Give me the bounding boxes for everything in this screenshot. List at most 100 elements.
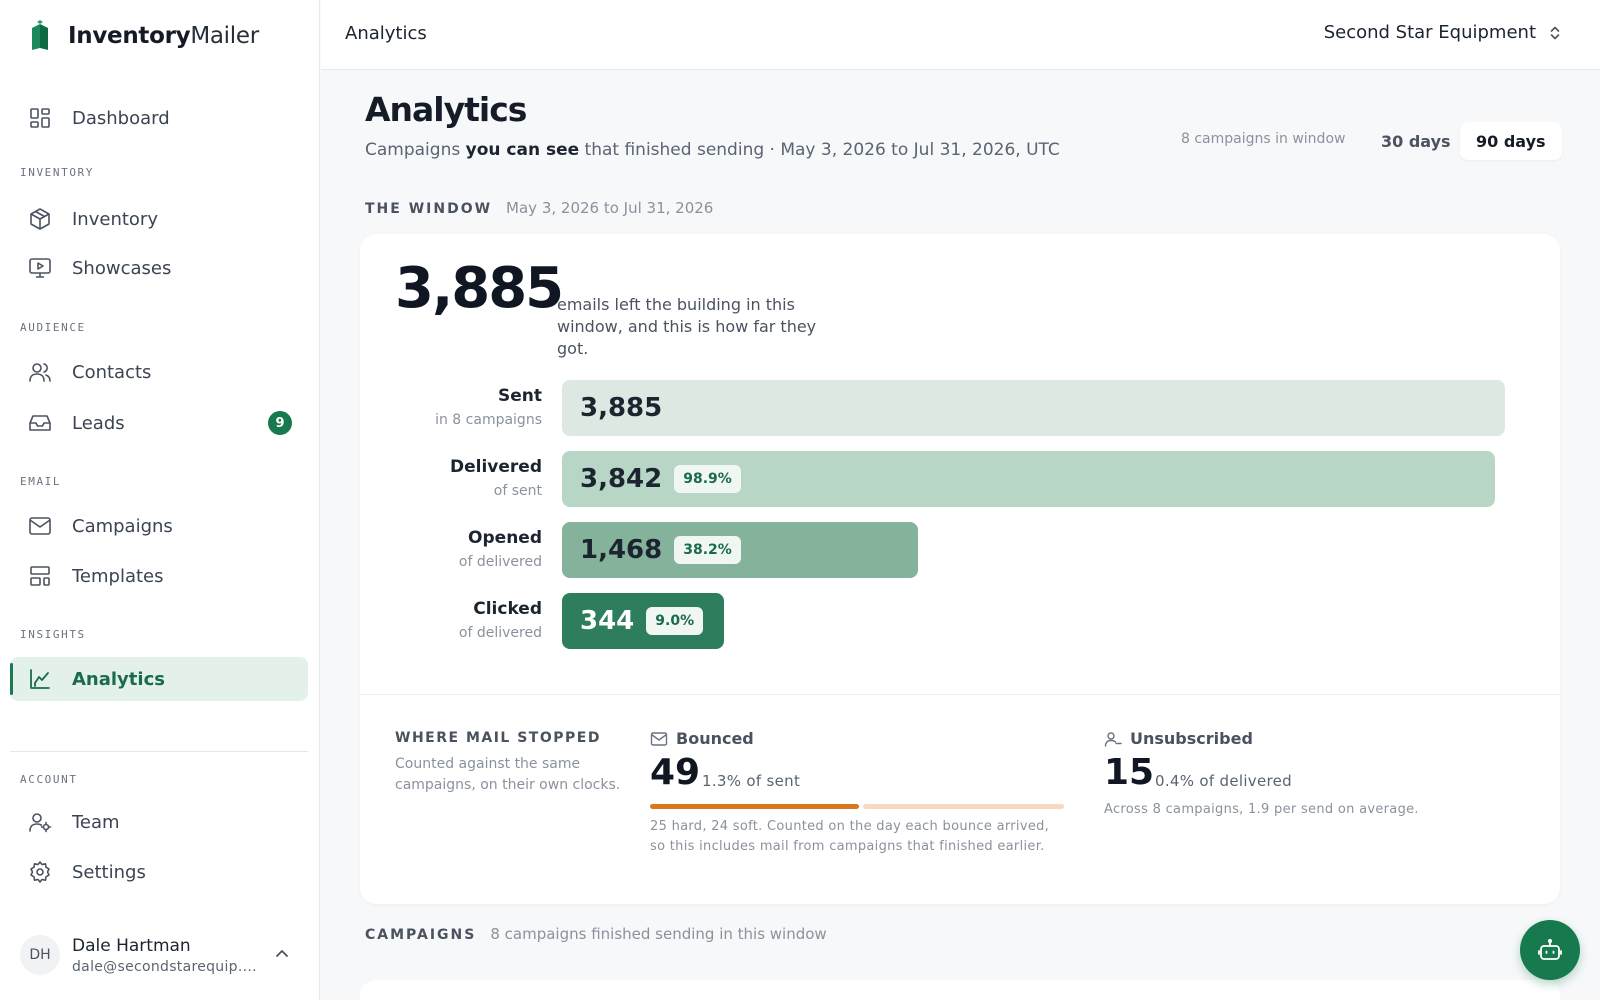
chevron-up-icon [276,950,288,957]
sidebar-item-templates[interactable]: Templates [10,554,308,598]
assistant-button[interactable] [1520,920,1580,980]
sidebar-item-leads[interactable]: Leads 9 [10,401,308,445]
page-subtitle: Campaigns you can see that finished send… [365,140,1060,160]
total-description: emails left the building in this window,… [557,295,817,358]
bounced-header: Bounced [650,729,754,748]
unsubscribed-label: Unsubscribed [1130,729,1253,748]
section-label-audience: AUDIENCE [20,321,86,334]
monitor-play-icon [29,258,51,278]
funnel-stage-sub: of delivered [458,625,542,641]
section-label-account: ACCOUNT [20,773,78,786]
brand[interactable]: InventoryMailer [28,20,259,52]
bounced-note-line-1: 25 hard, 24 soft. Counted on the day eac… [650,819,1050,834]
sidebar-item-campaigns[interactable]: Campaigns [10,504,308,548]
bot-icon [1538,938,1562,960]
funnel-row-opened: Opened of delivered 1,468 38.2% [360,522,1560,578]
mail-x-icon [650,731,668,746]
funnel-value: 3,842 [580,464,663,494]
funnel-percent-badge: 9.0% [646,607,704,635]
sidebar-item-label: Dashboard [72,107,170,129]
sidebar-item-label: Showcases [72,257,172,279]
funnel-stage-label: Clicked [473,599,542,619]
leads-count-badge: 9 [268,411,292,435]
page-title: Analytics [365,90,527,129]
funnel-bar-delivered: 3,842 98.9% [562,451,1495,507]
bounced-count: 49 [650,752,701,793]
org-switcher[interactable]: Second Star Equipment [1324,22,1564,43]
org-name: Second Star Equipment [1323,22,1536,43]
layout-template-icon [30,566,50,586]
funnel-stage-sub: of sent [493,483,542,499]
unsubscribed-note: Across 8 campaigns, 1.9 per send on aver… [1104,802,1419,817]
funnel-bar-sent: 3,885 [562,380,1505,436]
avatar: DH [20,935,60,975]
sidebar-item-contacts[interactable]: Contacts [10,350,308,394]
inbox-icon [29,415,51,431]
funnel-row-delivered: Delivered of sent 3,842 98.9% [360,451,1560,507]
funnel-percent-badge: 98.9% [674,465,741,493]
sidebar-item-label: Analytics [72,668,165,690]
topbar-title: Analytics [345,23,427,44]
user-email: dale@secondstarequip.... [72,958,257,975]
user-cog-icon [29,813,52,833]
funnel-bar-opened: 1,468 38.2% [562,522,918,578]
gear-icon [30,861,50,883]
sidebar-item-inventory[interactable]: Inventory [10,197,308,241]
section-meta: 8 campaigns finished sending in this win… [490,925,827,943]
user-details: Dale Hartman dale@secondstarequip.... [72,936,272,975]
section-label-inventory: INVENTORY [20,166,95,179]
sidebar-item-label: Campaigns [72,515,173,537]
range-90-days-button[interactable]: 90 days [1460,122,1562,160]
users-icon [29,363,51,382]
sidebar-item-settings[interactable]: Settings [10,850,308,894]
topbar: Analytics Second Star Equipment [321,0,1600,70]
unsubscribed-header: Unsubscribed [1104,729,1253,748]
user-menu[interactable]: DH Dale Hartman dale@secondstarequip.... [20,930,310,980]
funnel-value: 1,468 [580,535,663,565]
window-section-header: THE WINDOW May 3, 2026 to Jul 31, 2026 [365,199,713,217]
sidebar-item-team[interactable]: Team [10,800,308,844]
section-label-email: EMAIL [20,475,62,488]
sidebar-item-showcases[interactable]: Showcases [10,246,308,290]
soft-bounce-bar [863,804,1064,809]
sidebar-item-label: Templates [72,565,164,587]
section-dates: May 3, 2026 to Jul 31, 2026 [506,199,714,217]
funnel-stage-label: Delivered [450,457,542,477]
unsubscribed-count: 15 [1104,752,1155,793]
funnel-stage-label: Opened [468,528,542,548]
unsubscribed-rate: 0.4% of delivered [1155,772,1292,790]
mail-icon [29,517,51,535]
funnel-percent-badge: 38.2% [674,536,741,564]
sidebar-item-label: Contacts [72,361,152,383]
funnel-stage-sub: in 8 campaigns [435,412,542,428]
bounced-note-line-2: so this includes mail from campaigns tha… [650,839,1045,854]
sidebar-item-label: Settings [72,861,146,883]
range-30-days-button[interactable]: 30 days [1381,131,1451,151]
bounced-label: Bounced [676,729,754,748]
bounced-rate: 1.3% of sent [702,772,801,790]
hard-bounce-bar [650,804,859,809]
funnel-stage-sub: of delivered [458,554,542,570]
user-minus-icon [1104,731,1122,747]
sidebar: InventoryMailer Dashboard INVENTORY Inve… [0,0,320,1000]
brand-name: InventoryMailer [68,23,259,49]
sidebar-item-analytics[interactable]: Analytics [10,657,308,701]
where-mail-stopped-desc: Counted against the same campaigns, on t… [395,756,621,793]
funnel-value: 3,885 [580,393,663,423]
chevrons-up-down-icon [1550,26,1560,39]
dashboard-icon [30,108,50,128]
section-label-insights: INSIGHTS [20,628,86,641]
user-name: Dale Hartman [72,935,191,956]
campaign-window-count: 8 campaigns in window [1181,131,1346,147]
sidebar-item-label: Leads [72,412,125,434]
section-label: THE WINDOW [365,201,493,217]
funnel-bar-clicked: 344 9.0% [562,593,724,649]
logo-icon [32,20,48,50]
sidebar-item-dashboard[interactable]: Dashboard [10,96,308,140]
box-icon [30,208,50,230]
section-label: CAMPAIGNS [365,927,477,943]
funnel-row-clicked: Clicked of delivered 344 9.0% [360,593,1560,649]
line-chart-icon [30,669,50,689]
sidebar-item-label: Team [72,811,120,833]
sidebar-item-label: Inventory [72,208,158,230]
